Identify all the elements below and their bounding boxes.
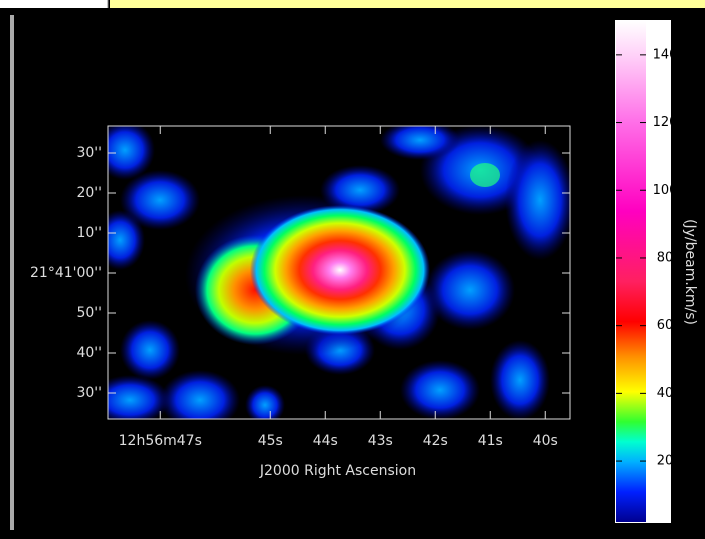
x-tick-label: 12h56m47s [119,433,202,449]
viewer: J2000 Right Ascension (Jy/beam.km/s) 12h… [0,0,705,539]
x-tick-label: 44s [313,433,338,449]
y-tick-label: 21°41'00'' [30,265,102,281]
y-tick-label: 50'' [76,305,102,321]
x-tick-label: 43s [368,433,393,449]
image [90,120,575,430]
page: J2000 Right Ascension (Jy/beam.km/s) 12h… [0,0,705,539]
y-tick-label: 20'' [76,185,102,201]
colorbar-tick-label: 120 [653,115,678,130]
y-tick-label: 40'' [76,345,102,361]
y-tick-label: 10'' [76,225,102,241]
colorbar-tick-label: 140 [653,47,678,62]
y-tick-label: 30'' [76,145,102,161]
colorbar-tick-label: 80 [657,250,674,265]
x-tick-label: 40s [533,433,558,449]
toolbar [110,0,705,8]
x-tick-label: 41s [478,433,503,449]
side-bar [10,15,14,530]
colorbar-tick-label: 20 [657,454,674,469]
y-tick-label: 30'' [76,385,102,401]
colorbar-tick-label: 60 [657,318,674,333]
colorbar [616,21,646,522]
colorbar-tick-label: 100 [653,183,678,198]
colorbar-tick-label: 40 [657,386,674,401]
colorbar-label: (Jy/beam.km/s) [682,219,698,325]
x-axis-label: J2000 Right Ascension [259,463,416,479]
toolbar-left [0,0,108,8]
x-tick-label: 42s [423,433,448,449]
x-tick-label: 45s [258,433,283,449]
